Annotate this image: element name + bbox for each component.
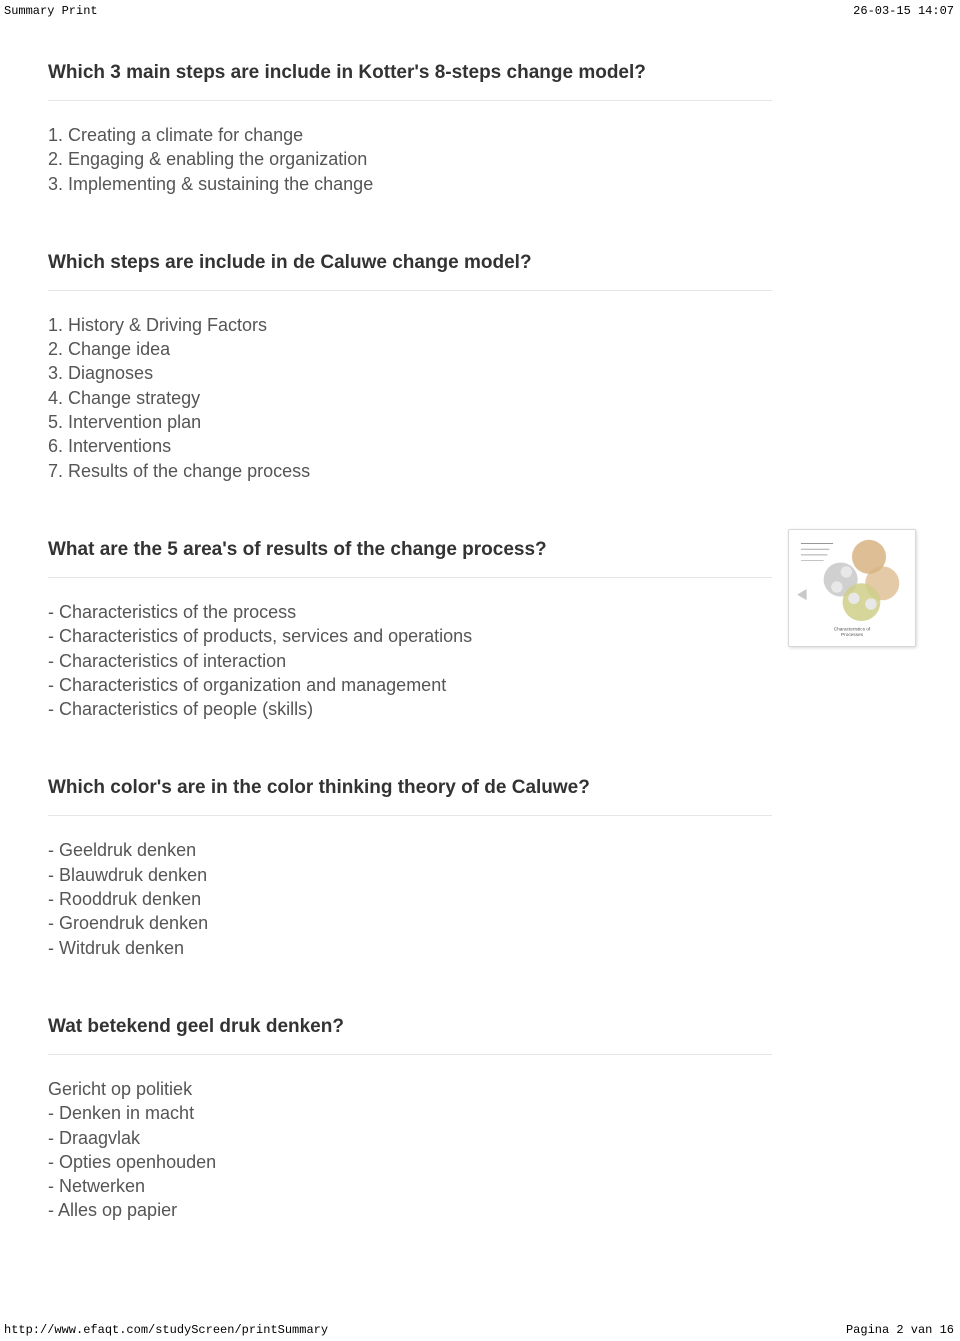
- question-title: What are the 5 area's of results of the …: [48, 525, 772, 578]
- answer-line: - Geeldruk denken: [48, 838, 772, 862]
- answer-line: - Characteristics of products, services …: [48, 624, 772, 648]
- answer-line: - Alles op papier: [48, 1198, 772, 1222]
- answer-line: - Opties openhouden: [48, 1150, 772, 1174]
- question-title: Wat betekend geel druk denken?: [48, 1002, 772, 1055]
- answer-line: 4. Change strategy: [48, 386, 772, 410]
- answer-line: 3. Diagnoses: [48, 361, 772, 385]
- answer-line: - Characteristics of the process: [48, 600, 772, 624]
- question-title: Which color's are in the color thinking …: [48, 763, 772, 816]
- answer-body: - Geeldruk denken - Blauwdruk denken - R…: [48, 816, 772, 977]
- footer-left: http://www.efaqt.com/studyScreen/printSu…: [4, 1323, 328, 1337]
- answer-line: - Blauwdruk denken: [48, 863, 772, 887]
- diagram-icon: Characteristics of Processes: [795, 536, 909, 640]
- header-right: 26-03-15 14:07: [853, 4, 954, 18]
- answer-line: 2. Change idea: [48, 337, 772, 361]
- answer-line: Gericht op politiek: [48, 1077, 772, 1101]
- answer-body: Gericht op politiek - Denken in macht - …: [48, 1055, 772, 1241]
- question-title: Which 3 main steps are include in Kotter…: [48, 48, 772, 101]
- answer-line: - Netwerken: [48, 1174, 772, 1198]
- page-header: Summary Print 26-03-15 14:07: [0, 0, 960, 20]
- answer-line: 7. Results of the change process: [48, 459, 772, 483]
- answer-line: - Groendruk denken: [48, 911, 772, 935]
- header-left: Summary Print: [4, 4, 98, 18]
- answer-line: 1. Creating a climate for change: [48, 123, 772, 147]
- answer-line: 2. Engaging & enabling the organization: [48, 147, 772, 171]
- answer-thumbnail: Characteristics of Processes: [788, 529, 916, 647]
- answer-line: - Characteristics of interaction: [48, 649, 772, 673]
- answer-line: 6. Interventions: [48, 434, 772, 458]
- answer-body: 1. History & Driving Factors 2. Change i…: [48, 291, 772, 501]
- answer-body: 1. Creating a climate for change 2. Enga…: [48, 101, 772, 214]
- page-footer: http://www.efaqt.com/studyScreen/printSu…: [0, 1319, 960, 1341]
- svg-text:Characteristics of: Characteristics of: [834, 627, 871, 633]
- svg-text:Processes: Processes: [841, 632, 864, 638]
- answer-line: - Witdruk denken: [48, 936, 772, 960]
- content-area: Which 3 main steps are include in Kotter…: [0, 20, 960, 1325]
- footer-right: Pagina 2 van 16: [846, 1323, 954, 1337]
- answer-line: 5. Intervention plan: [48, 410, 772, 434]
- qa-card: Which steps are include in de Caluwe cha…: [48, 238, 912, 501]
- answer-line: - Draagvlak: [48, 1126, 772, 1150]
- answer-body: - Characteristics of the process - Chara…: [48, 578, 772, 739]
- question-title: Which steps are include in de Caluwe cha…: [48, 238, 772, 291]
- qa-card: Which color's are in the color thinking …: [48, 763, 912, 977]
- answer-line: - Rooddruk denken: [48, 887, 772, 911]
- answer-line: - Characteristics of organization and ma…: [48, 673, 772, 697]
- qa-card: What are the 5 area's of results of the …: [48, 525, 912, 739]
- answer-line: - Denken in macht: [48, 1101, 772, 1125]
- qa-card: Which 3 main steps are include in Kotter…: [48, 48, 912, 214]
- qa-card: Wat betekend geel druk denken? Gericht o…: [48, 1002, 912, 1241]
- answer-line: 3. Implementing & sustaining the change: [48, 172, 772, 196]
- answer-line: - Characteristics of people (skills): [48, 697, 772, 721]
- answer-line: 1. History & Driving Factors: [48, 313, 772, 337]
